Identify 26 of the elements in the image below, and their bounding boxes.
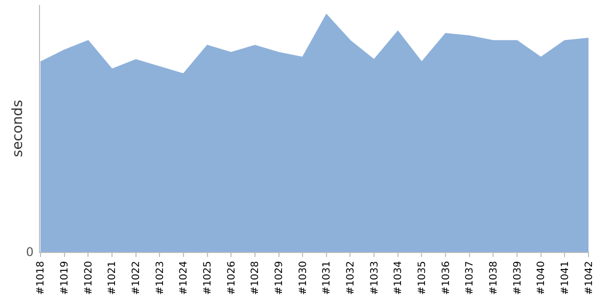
x-tick-label: #1030 [298,261,309,295]
x-tick-label: #1040 [536,261,548,295]
x-tick-label: #1039 [512,261,524,295]
x-tick-label: #1036 [440,261,452,295]
x-tick-label: #1018 [36,261,47,295]
x-tick-label: #1024 [178,261,190,295]
x-tick-label: #1020 [83,261,94,295]
x-tick-label: #1037 [464,261,476,295]
x-tick-label: #1035 [416,261,428,295]
x-tick-label: #1019 [60,261,71,295]
x-tick-label: #1028 [250,261,262,295]
x-tick-label: #1022 [131,261,142,295]
y-axis-title: seconds [10,100,26,158]
x-tick-label: #1031 [322,261,333,295]
x-tick-label: #1038 [488,261,500,295]
x-tick-label: #1025 [202,261,214,295]
x-tick-label: #1033 [369,261,380,295]
x-tick-label: #1029 [274,261,286,295]
x-tick-label: #1034 [393,261,404,295]
x-tick-label: #1041 [560,261,571,295]
x-tick-label: #1032 [345,261,356,295]
x-tick-label: #1021 [107,261,118,295]
x-tick-label: #1042 [584,261,595,295]
x-tick-label: #1023 [154,261,166,295]
x-tick-label: #1026 [226,261,238,295]
text: 0 [26,245,34,259]
